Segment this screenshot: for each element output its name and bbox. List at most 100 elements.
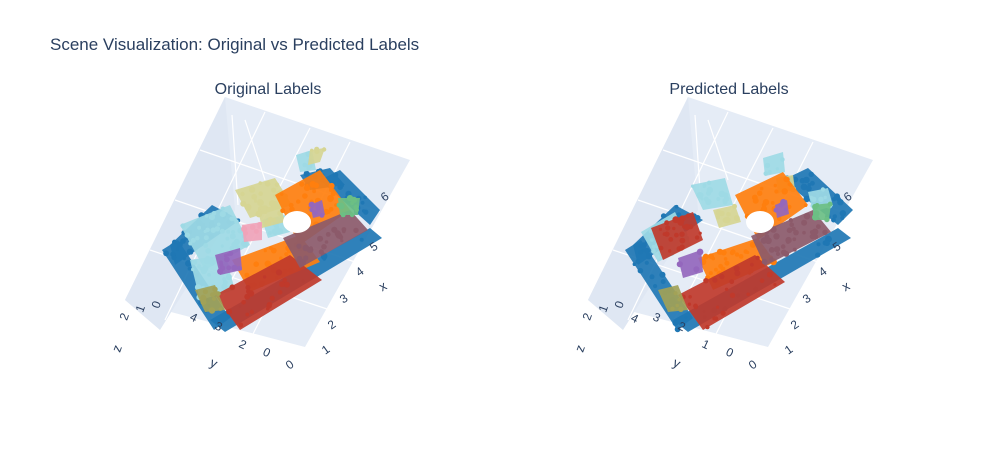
- original-point: [218, 307, 223, 311]
- predicted-point: [696, 248, 704, 256]
- original-point: [315, 203, 321, 209]
- predicted-point: [679, 231, 685, 237]
- predicted-point: [809, 230, 814, 235]
- predicted-point: [839, 210, 847, 217]
- predicted-point: [677, 219, 684, 226]
- predicted-point: [687, 302, 692, 306]
- predicted-y-tick: 1: [700, 337, 712, 353]
- original-point: [237, 265, 242, 271]
- predicted-point: [694, 235, 700, 240]
- original-x-tick: 2: [325, 317, 339, 332]
- predicted-point: [802, 230, 806, 235]
- original-point: [180, 223, 186, 229]
- predicted-point: [781, 188, 788, 195]
- original-point: [190, 237, 196, 243]
- original-point: [220, 244, 224, 248]
- original-point: [219, 211, 226, 218]
- predicted-point: [800, 183, 808, 191]
- original-gap: [283, 211, 311, 233]
- predicted-point: [674, 326, 681, 333]
- original-point: [257, 199, 262, 203]
- original-point: [258, 191, 264, 196]
- predicted-point: [632, 262, 637, 267]
- predicted-point: [708, 271, 713, 276]
- predicted-point: [840, 216, 845, 220]
- predicted-z-tick: 0: [612, 299, 628, 310]
- predicted-point: [801, 219, 808, 226]
- predicted-grid-line: [707, 119, 729, 181]
- predicted-z-tick: 2: [580, 311, 596, 322]
- predicted-point: [805, 185, 812, 192]
- original-x-tick: 5: [367, 239, 381, 254]
- predicted-point: [803, 203, 808, 207]
- predicted-cluster-fill: [658, 285, 688, 312]
- predicted-point: [700, 197, 704, 201]
- predicted-point: [792, 176, 799, 183]
- original-point: [275, 182, 279, 187]
- predicted-point: [713, 316, 719, 321]
- original-point: [241, 226, 247, 232]
- predicted-point: [722, 192, 729, 198]
- original-point: [275, 269, 283, 276]
- predicted-point: [706, 180, 712, 185]
- predicted-z-tick: 1: [596, 303, 612, 314]
- predicted-point: [765, 237, 772, 245]
- original-point: [303, 255, 309, 261]
- predicted-point: [824, 216, 830, 223]
- original-point: [225, 274, 232, 280]
- original-z-axis-label: z: [109, 343, 125, 354]
- original-point: [241, 300, 246, 305]
- original-point: [205, 248, 211, 254]
- original-point: [197, 264, 202, 269]
- original-point: [228, 251, 234, 256]
- predicted-cluster-fill: [775, 200, 789, 218]
- predicted-point: [644, 260, 649, 265]
- subplot-title-original: Original Labels: [215, 81, 322, 98]
- original-point: [203, 243, 209, 248]
- predicted-point: [734, 252, 740, 257]
- original-point: [249, 309, 255, 315]
- original-point: [312, 189, 316, 194]
- original-point: [262, 275, 267, 279]
- predicted-point: [763, 171, 769, 176]
- predicted-point: [723, 216, 731, 224]
- original-cluster-pink: [241, 222, 262, 242]
- original-point: [296, 199, 301, 204]
- original-point: [303, 170, 310, 177]
- original-point: [324, 240, 329, 244]
- original-point: [188, 241, 193, 246]
- predicted-point: [792, 237, 797, 242]
- predicted-point: [789, 183, 793, 187]
- predicted-point: [716, 215, 720, 220]
- original-point: [329, 188, 333, 193]
- original-point: [197, 225, 202, 230]
- original-point: [349, 212, 355, 218]
- original-point: [221, 283, 228, 290]
- predicted-point: [729, 292, 736, 298]
- predicted-point: [693, 266, 700, 273]
- predicted-point: [720, 249, 727, 256]
- predicted-point: [703, 196, 709, 202]
- predicted-wall-plane-left: [588, 97, 698, 330]
- original-point: [336, 202, 342, 208]
- predicted-point: [760, 206, 768, 213]
- predicted-point: [787, 204, 792, 209]
- original-point: [340, 212, 346, 218]
- predicted-x-tick: 2: [788, 317, 802, 332]
- original-point: [254, 199, 258, 203]
- predicted-point: [812, 203, 818, 210]
- predicted-cluster-olive: [658, 285, 688, 312]
- predicted-point: [783, 207, 788, 212]
- original-point: [219, 228, 225, 234]
- original-point: [186, 248, 193, 255]
- original-y-tick: 0: [261, 345, 273, 361]
- original-point: [264, 260, 272, 268]
- predicted-point: [691, 184, 695, 188]
- original-point: [212, 286, 218, 292]
- predicted-point: [716, 197, 721, 201]
- predicted-point: [811, 228, 819, 236]
- original-point: [229, 216, 234, 222]
- predicted-point: [662, 232, 667, 237]
